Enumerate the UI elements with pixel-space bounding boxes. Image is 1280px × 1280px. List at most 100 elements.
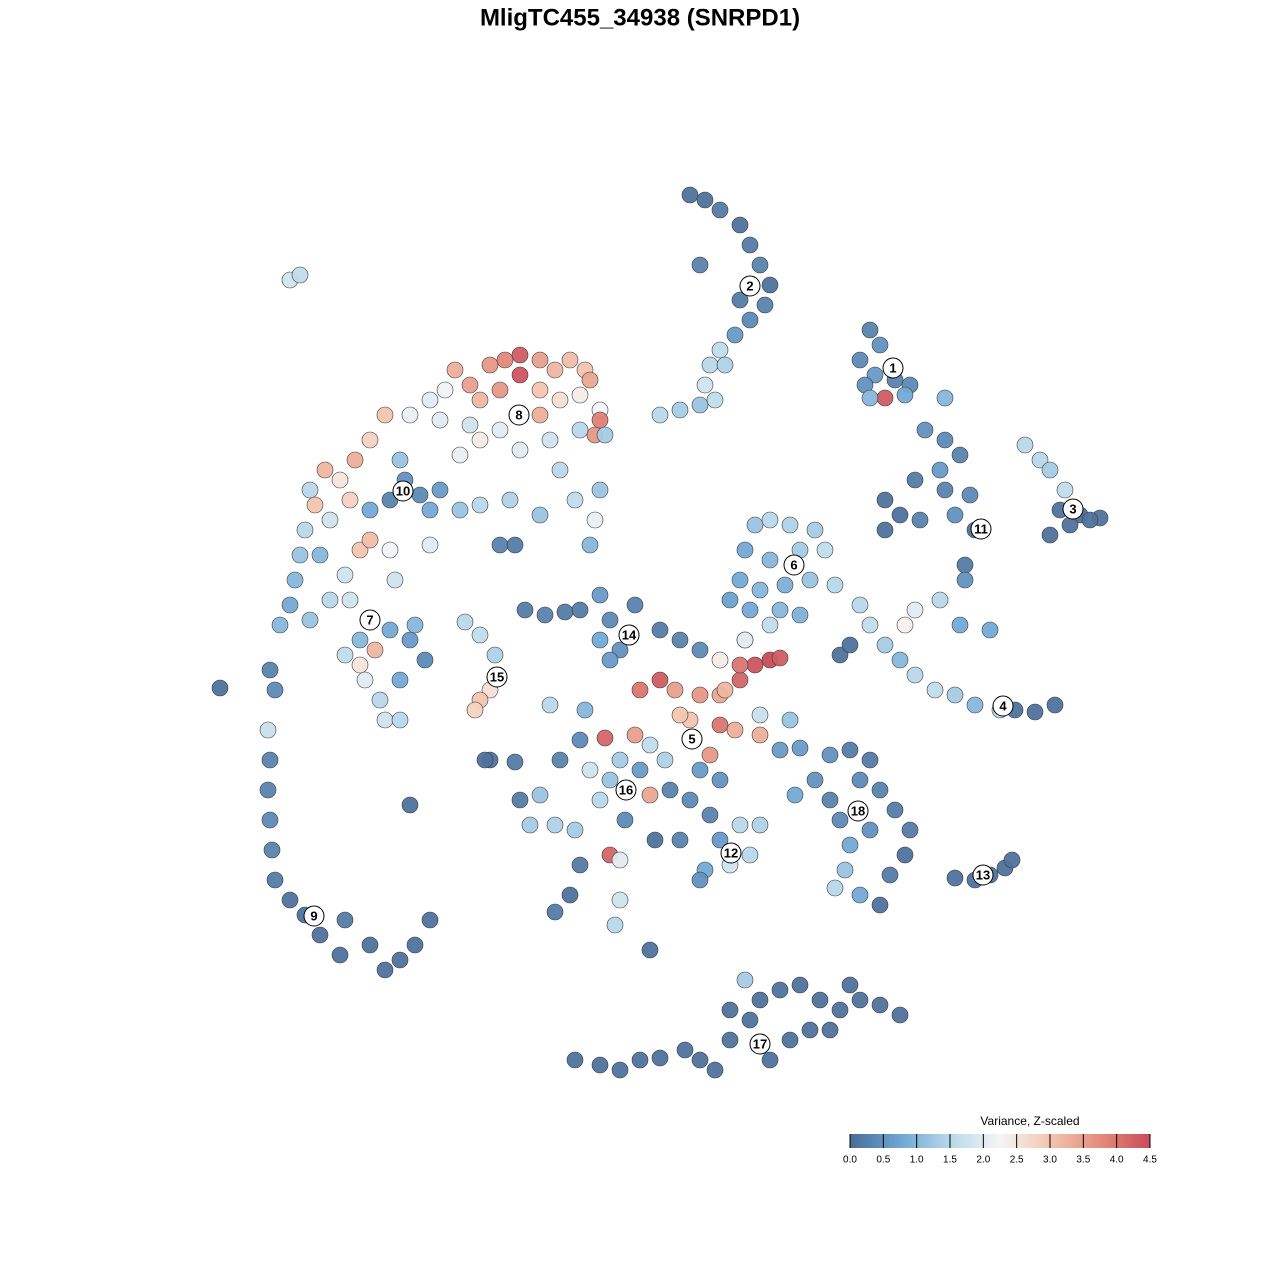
- cell-point: [851, 886, 869, 904]
- cell-point: [566, 821, 584, 839]
- cell-point: [576, 701, 594, 719]
- cell-point: [821, 1021, 839, 1039]
- cell-point: [601, 771, 619, 789]
- cell-point: [841, 741, 859, 759]
- cell-point: [711, 651, 729, 669]
- cell-point: [631, 1051, 649, 1069]
- cell-point: [711, 831, 729, 849]
- cluster-marker: [508, 404, 530, 426]
- cell-point: [331, 471, 349, 489]
- cell-point: [591, 631, 609, 649]
- cell-point: [1056, 481, 1074, 499]
- cell-point: [726, 326, 744, 344]
- cell-point: [816, 541, 834, 559]
- cell-point: [591, 791, 609, 809]
- cell-point: [891, 506, 909, 524]
- cell-point: [801, 571, 819, 589]
- cell-point: [946, 506, 964, 524]
- cell-point: [361, 501, 379, 519]
- cell-point: [466, 701, 484, 719]
- cell-point: [671, 831, 689, 849]
- cell-point: [391, 711, 409, 729]
- cell-point: [316, 461, 334, 479]
- cluster-label: 4: [999, 698, 1007, 713]
- cell-point: [651, 671, 669, 689]
- cell-point: [421, 391, 439, 409]
- cell-point: [471, 626, 489, 644]
- cell-point: [601, 611, 619, 629]
- cluster-marker: [618, 624, 640, 646]
- cell-point: [391, 451, 409, 469]
- cell-point: [451, 501, 469, 519]
- cell-point: [431, 411, 449, 429]
- cell-point: [261, 661, 279, 679]
- cell-point: [531, 786, 549, 804]
- cell-point: [916, 421, 934, 439]
- cell-point: [876, 636, 894, 654]
- cell-point: [866, 366, 884, 384]
- cell-point: [931, 591, 949, 609]
- cell-point: [691, 761, 709, 779]
- cell-point: [691, 686, 709, 704]
- cell-point: [386, 571, 404, 589]
- cluster-marker: [970, 518, 992, 540]
- cluster-label: 10: [396, 483, 410, 498]
- cell-point: [259, 781, 277, 799]
- cell-point: [601, 651, 619, 669]
- cell-point: [281, 596, 299, 614]
- cell-point: [346, 451, 364, 469]
- cell-point: [751, 816, 769, 834]
- cell-point: [606, 916, 624, 934]
- colorbar-tick-label: 1.5: [943, 1155, 957, 1166]
- cell-point: [546, 816, 564, 834]
- cell-point: [361, 936, 379, 954]
- cluster-marker: [720, 842, 742, 864]
- cell-point: [259, 721, 277, 739]
- cell-point: [731, 216, 749, 234]
- chart-title: MligTC455_34938 (SNRPD1): [480, 4, 800, 31]
- cluster-label: 8: [515, 407, 522, 422]
- cell-point: [566, 491, 584, 509]
- cell-point: [851, 596, 869, 614]
- cell-point: [651, 1049, 669, 1067]
- cluster-marker: [992, 695, 1014, 717]
- cell-point: [826, 576, 844, 594]
- cell-point: [696, 191, 714, 209]
- cell-point: [751, 256, 769, 274]
- cell-point: [571, 856, 589, 874]
- cell-point: [356, 671, 374, 689]
- cell-point: [871, 336, 889, 354]
- cell-point: [571, 421, 589, 439]
- cell-point: [351, 541, 369, 559]
- cell-point: [901, 821, 919, 839]
- cell-point: [1026, 703, 1044, 721]
- cell-point: [861, 821, 879, 839]
- cluster-marker: [1062, 498, 1084, 520]
- cell-point: [416, 651, 434, 669]
- cell-point: [771, 601, 789, 619]
- cluster-marker: [681, 728, 703, 750]
- cell-point: [691, 1051, 709, 1069]
- cell-point: [736, 631, 754, 649]
- cell-point: [771, 981, 789, 999]
- cell-point: [731, 656, 749, 674]
- cell-point: [731, 571, 749, 589]
- cell-point: [211, 679, 229, 697]
- cell-point: [561, 351, 579, 369]
- cell-point: [661, 781, 679, 799]
- cell-point: [286, 571, 304, 589]
- cell-point: [1003, 851, 1021, 869]
- cell-point: [511, 366, 529, 384]
- colorbar-tick-label: 2.5: [1010, 1155, 1024, 1166]
- cell-point: [826, 879, 844, 897]
- cell-point: [1041, 461, 1059, 479]
- cell-point: [351, 656, 369, 674]
- cell-point: [511, 791, 529, 809]
- cell-point: [696, 376, 714, 394]
- cell-point: [501, 491, 519, 509]
- cell-point: [626, 596, 644, 614]
- cell-point: [651, 621, 669, 639]
- colorbar-title: Variance, Z-scaled: [980, 1114, 1079, 1128]
- cell-point: [936, 431, 954, 449]
- cell-point: [746, 516, 764, 534]
